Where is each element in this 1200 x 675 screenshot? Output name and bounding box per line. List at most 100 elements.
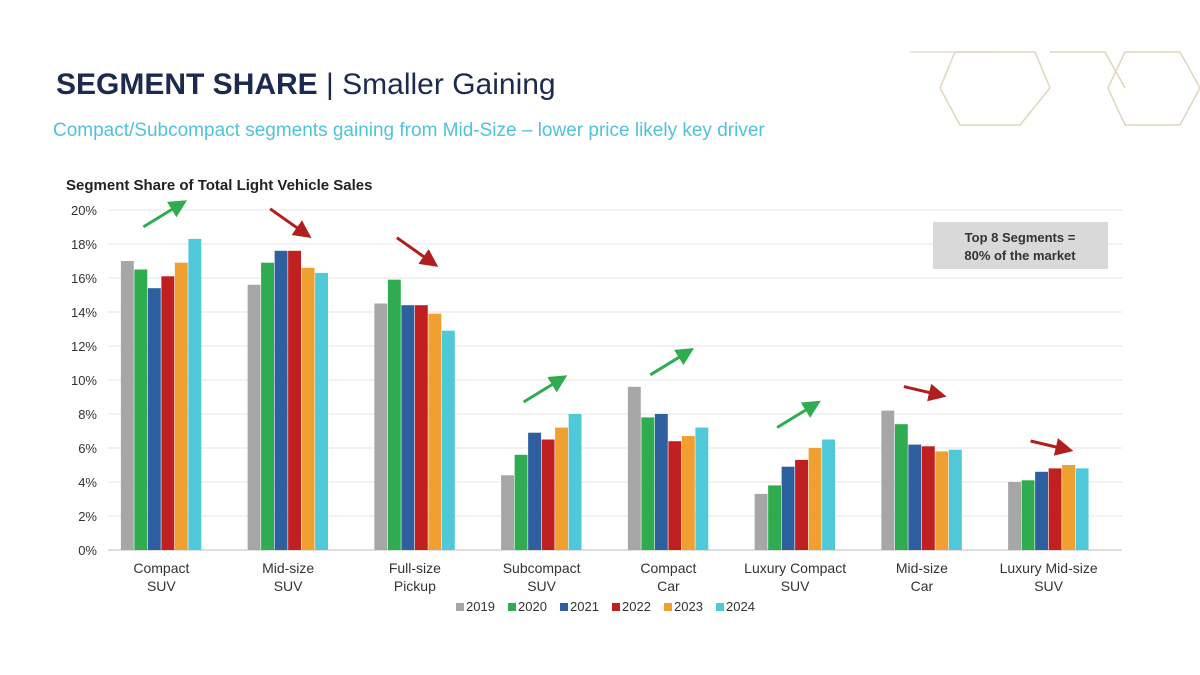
bar-2020	[768, 485, 782, 550]
bar-2022	[541, 439, 555, 550]
x-category-label: Car	[911, 578, 934, 594]
bar-2024	[568, 414, 582, 550]
legend-swatch-2023	[664, 603, 672, 611]
y-tick-label: 2%	[78, 509, 97, 524]
bar-2021	[274, 250, 288, 551]
bar-2019	[881, 410, 895, 550]
bar-2023	[935, 451, 949, 550]
trend-arrow-up	[649, 348, 695, 377]
bar-2019	[754, 493, 768, 550]
bar-2024	[188, 238, 202, 550]
bar-2019	[247, 284, 261, 550]
page-title: SEGMENT SHARE | Smaller Gaining	[56, 68, 556, 102]
hexagon-decoration-icon	[910, 51, 1200, 126]
x-category-label: Compact	[640, 560, 696, 576]
bar-2021	[908, 444, 922, 550]
bar-2021	[654, 414, 668, 550]
trend-arrow-down	[269, 207, 312, 238]
bar-2020	[1021, 480, 1035, 550]
x-category-label: SUV	[527, 578, 556, 594]
y-tick-label: 14%	[71, 305, 97, 320]
bar-2022	[414, 305, 428, 550]
y-tick-label: 10%	[71, 373, 97, 388]
x-category-label: Full-size	[389, 560, 441, 576]
y-tick-label: 12%	[71, 339, 97, 354]
x-category-label: Compact	[133, 560, 189, 576]
bar-2020	[894, 424, 908, 550]
bar-2019	[374, 303, 388, 550]
trend-arrow-up	[142, 200, 188, 229]
page-subtitle: Compact/Subcompact segments gaining from…	[53, 120, 765, 141]
y-tick-label: 6%	[78, 441, 97, 456]
legend-swatch-2021	[560, 603, 568, 611]
legend-label-2021: 2021	[570, 599, 599, 614]
legend-label-2024: 2024	[726, 599, 755, 614]
bar-2024	[695, 427, 709, 550]
trend-arrow-down	[903, 383, 947, 402]
bar-2021	[528, 432, 542, 550]
bar-2024	[822, 439, 836, 550]
legend-label-2020: 2020	[518, 599, 547, 614]
bar-2021	[1035, 471, 1049, 550]
x-category-label: SUV	[1034, 578, 1063, 594]
bar-2019	[627, 386, 641, 550]
bar-2023	[808, 448, 822, 550]
bar-2024	[315, 272, 329, 550]
legend-label-2019: 2019	[466, 599, 495, 614]
trend-arrow-down	[1030, 438, 1074, 456]
bar-2024	[441, 330, 455, 550]
x-category-label: Subcompact	[503, 560, 581, 576]
x-category-label: Luxury Mid-size	[1000, 560, 1098, 576]
y-tick-label: 4%	[78, 475, 97, 490]
bar-2023	[555, 427, 569, 550]
trend-arrow-down	[396, 236, 439, 267]
y-tick-label: 0%	[78, 543, 97, 558]
legend-label-2023: 2023	[674, 599, 703, 614]
chart-title: Segment Share of Total Light Vehicle Sal…	[66, 177, 372, 194]
bar-2019	[501, 475, 515, 550]
legend-swatch-2019	[456, 603, 464, 611]
bar-2019	[1008, 482, 1022, 550]
y-tick-label: 16%	[71, 271, 97, 286]
y-tick-label: 18%	[71, 237, 97, 252]
bar-2020	[261, 262, 275, 550]
legend-swatch-2020	[508, 603, 516, 611]
legend-swatch-2022	[612, 603, 620, 611]
bar-2020	[514, 454, 528, 550]
legend-label-2022: 2022	[622, 599, 651, 614]
title-light: Smaller Gaining	[342, 68, 556, 101]
bar-2024	[1075, 468, 1089, 550]
bar-2019	[120, 261, 134, 550]
bar-2020	[134, 269, 148, 550]
trend-arrow-up	[776, 400, 821, 429]
bar-2022	[288, 250, 302, 551]
x-category-label: SUV	[274, 578, 303, 594]
legend-swatch-2024	[716, 603, 724, 611]
bar-2021	[781, 466, 795, 550]
y-tick-label: 20%	[71, 203, 97, 218]
note-box: Top 8 Segments = 80% of the market	[933, 222, 1108, 269]
bar-2021	[401, 305, 415, 550]
bar-2022	[161, 276, 175, 550]
bar-2023	[174, 262, 188, 550]
note-line-2: 80% of the market	[964, 248, 1076, 263]
bar-2020	[641, 417, 655, 550]
x-category-label: SUV	[781, 578, 810, 594]
x-category-label: Pickup	[394, 578, 436, 594]
bar-2022	[795, 459, 809, 550]
bar-2022	[921, 446, 935, 550]
title-separator: |	[317, 68, 343, 101]
bar-2022	[668, 441, 682, 550]
y-tick-label: 8%	[78, 407, 97, 422]
bar-2023	[1062, 465, 1076, 550]
bar-2022	[1048, 468, 1062, 550]
x-category-label: Luxury Compact	[744, 560, 846, 576]
bar-2024	[948, 449, 962, 550]
bar-2023	[428, 313, 442, 550]
title-bold: SEGMENT SHARE	[56, 68, 318, 101]
trend-arrow-up	[522, 375, 568, 404]
bar-2020	[387, 279, 401, 550]
x-category-label: Mid-size	[896, 560, 948, 576]
x-category-label: Car	[657, 578, 680, 594]
